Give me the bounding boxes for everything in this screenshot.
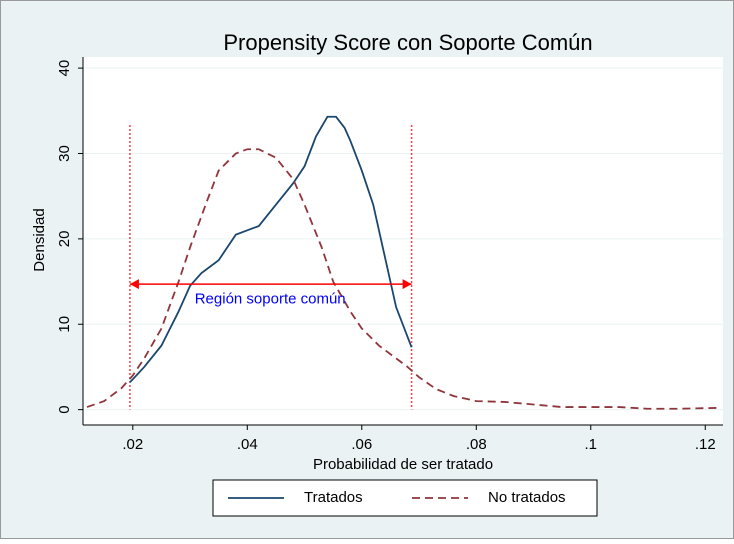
x-tick-label: .12 <box>695 436 716 453</box>
x-axis-label: Probabilidad de ser tratado <box>313 456 493 473</box>
y-tick-label: 0 <box>56 405 73 413</box>
y-tick-label: 30 <box>56 145 73 162</box>
y-tick-label: 40 <box>56 60 73 77</box>
x-tick-label: .08 <box>466 436 487 453</box>
chart-title: Propensity Score con Soporte Común <box>223 30 592 55</box>
arrow-head <box>402 279 412 290</box>
arrow-head <box>129 279 139 290</box>
plot-area <box>83 57 723 425</box>
y-tick-label: 20 <box>56 231 73 248</box>
y-axis-label: Densidad <box>31 208 48 271</box>
x-tick-label: .1 <box>585 436 598 453</box>
legend-label: Tratados <box>304 489 363 506</box>
x-tick-label: .06 <box>351 436 372 453</box>
annotation: Región soporte común <box>195 290 346 307</box>
y-tick-label: 10 <box>56 316 73 333</box>
legend-label: No tratados <box>488 489 566 506</box>
series-line <box>129 115 413 383</box>
x-tick-label: .02 <box>122 436 143 453</box>
series-line <box>86 148 717 410</box>
x-tick-label: .04 <box>237 436 258 453</box>
